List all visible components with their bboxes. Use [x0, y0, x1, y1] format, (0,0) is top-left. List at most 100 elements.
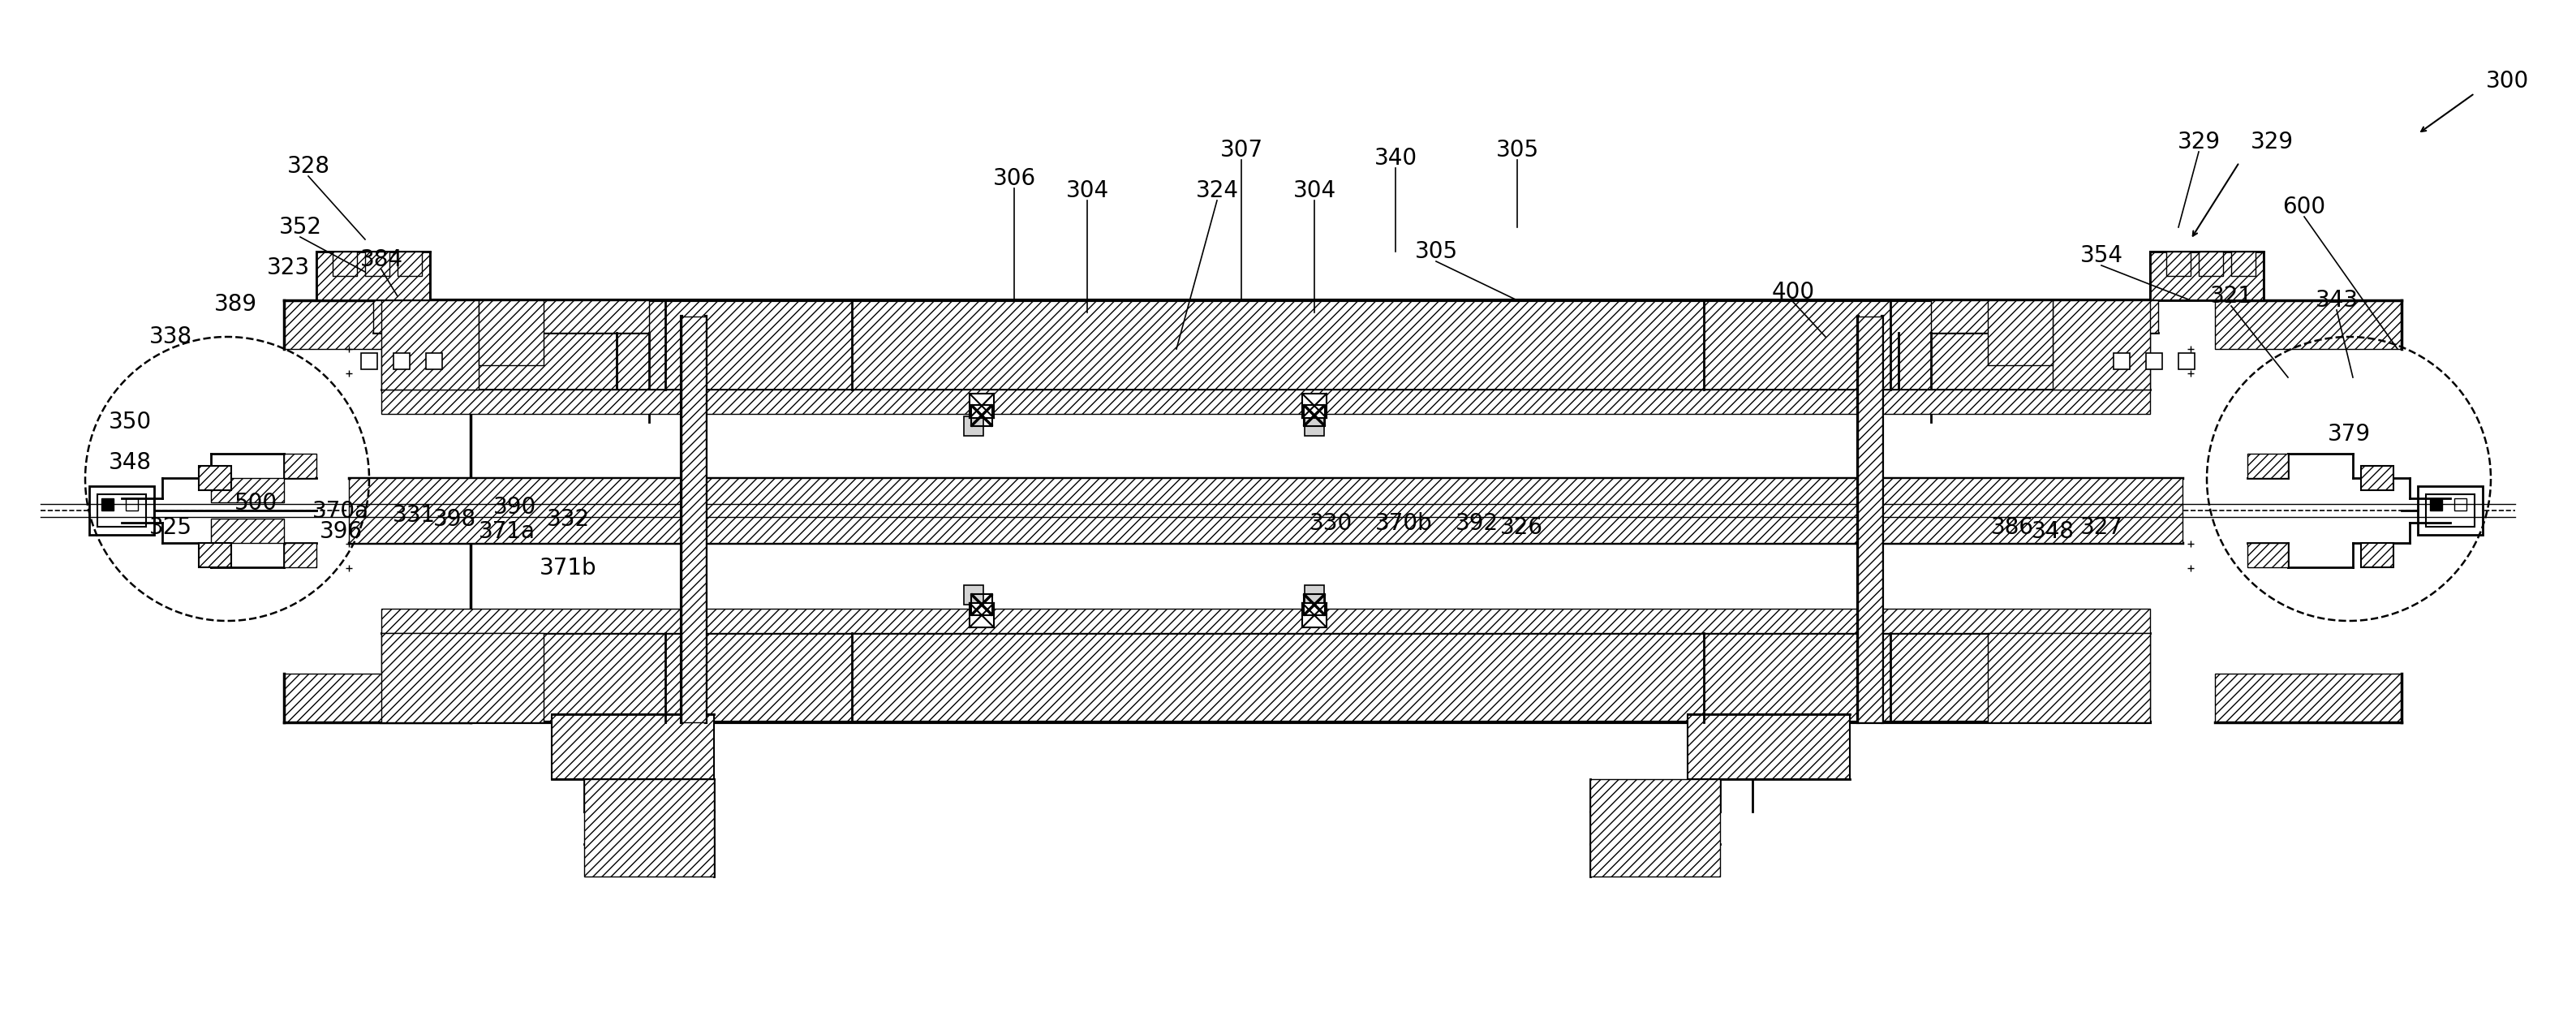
Bar — [2200, 251, 2223, 276]
Text: 325: 325 — [149, 517, 191, 539]
Bar — [2429, 498, 2442, 510]
Text: 338: 338 — [149, 326, 193, 348]
Text: 500: 500 — [234, 492, 278, 515]
Bar — [963, 585, 984, 604]
Bar — [1687, 715, 1850, 779]
Bar — [1989, 633, 2151, 722]
Bar — [332, 251, 358, 276]
Text: 306: 306 — [992, 167, 1036, 190]
Text: 321: 321 — [2210, 285, 2251, 307]
Bar — [2246, 543, 2287, 568]
Text: 379: 379 — [2326, 423, 2370, 445]
Bar — [1303, 417, 1324, 436]
Bar — [2419, 486, 2483, 535]
Text: 354: 354 — [2079, 244, 2123, 268]
Bar — [969, 394, 994, 418]
Text: 396: 396 — [319, 521, 363, 543]
Text: 348: 348 — [2032, 521, 2074, 543]
Text: 392: 392 — [1455, 513, 1499, 535]
Text: 328: 328 — [286, 155, 330, 178]
Text: 400: 400 — [1772, 281, 1814, 303]
Text: 329: 329 — [2177, 131, 2221, 153]
Text: 332: 332 — [546, 508, 590, 531]
Bar — [1303, 594, 1324, 616]
Bar — [2427, 494, 2476, 527]
Bar — [551, 715, 714, 779]
Bar — [2215, 300, 2401, 349]
Bar — [381, 633, 2151, 722]
Bar — [317, 251, 430, 300]
Text: 326: 326 — [1499, 517, 1543, 539]
Bar — [2146, 353, 2161, 370]
Bar — [971, 594, 992, 616]
Bar — [2112, 353, 2130, 370]
Bar — [1932, 300, 2159, 333]
Bar — [366, 251, 389, 276]
Bar — [348, 478, 2182, 543]
Text: 343: 343 — [2316, 289, 2357, 311]
Text: 398: 398 — [433, 508, 477, 531]
Bar — [1303, 394, 1327, 418]
Bar — [2151, 251, 2264, 300]
Bar — [211, 519, 283, 543]
Text: 390: 390 — [495, 496, 536, 519]
Bar — [1303, 585, 1324, 604]
Bar — [425, 353, 443, 370]
Bar — [198, 466, 232, 490]
Bar — [283, 453, 317, 478]
Bar — [1857, 317, 1883, 722]
Bar — [381, 300, 479, 390]
Text: 330: 330 — [1309, 513, 1352, 535]
Text: 371a: 371a — [479, 521, 536, 543]
Bar — [2231, 251, 2257, 276]
Bar — [381, 609, 2151, 633]
Bar — [374, 300, 649, 333]
Bar — [100, 498, 113, 510]
Bar — [1303, 405, 1324, 426]
Bar — [283, 674, 471, 722]
Bar — [198, 543, 232, 568]
Bar — [90, 486, 155, 535]
Bar — [2179, 353, 2195, 370]
Bar — [479, 300, 544, 366]
Bar — [361, 353, 376, 370]
Bar — [397, 251, 422, 276]
Bar — [963, 417, 984, 436]
Text: 348: 348 — [108, 451, 152, 474]
Text: 304: 304 — [1066, 180, 1108, 202]
Text: 600: 600 — [2282, 196, 2326, 218]
Text: 371b: 371b — [538, 556, 598, 580]
Bar — [98, 494, 147, 527]
Text: 329: 329 — [2251, 131, 2293, 153]
Text: 307: 307 — [1221, 139, 1262, 161]
Text: 386: 386 — [1991, 517, 2032, 539]
Bar — [394, 353, 410, 370]
Bar — [2053, 300, 2151, 390]
Bar — [585, 779, 714, 877]
Text: 324: 324 — [1195, 180, 1239, 202]
Bar — [381, 633, 544, 722]
Text: 327: 327 — [2079, 517, 2123, 539]
Bar — [381, 390, 2151, 414]
Text: 350: 350 — [108, 410, 152, 433]
Text: 370a: 370a — [312, 500, 368, 523]
Bar — [2362, 466, 2393, 490]
Bar — [283, 300, 471, 349]
Bar — [2455, 498, 2465, 510]
Text: 323: 323 — [265, 256, 309, 279]
Bar — [1303, 603, 1327, 627]
Text: 352: 352 — [278, 215, 322, 239]
Text: 331: 331 — [392, 504, 435, 527]
Bar — [381, 300, 2151, 390]
Bar — [211, 478, 283, 502]
Text: 304: 304 — [1293, 180, 1337, 202]
Text: 300: 300 — [2486, 69, 2530, 93]
Bar — [2246, 453, 2287, 478]
Text: 305: 305 — [1497, 139, 1538, 161]
Text: 389: 389 — [214, 293, 258, 315]
Bar — [1589, 779, 1721, 877]
Text: 305: 305 — [1414, 240, 1458, 263]
Bar — [2362, 543, 2393, 568]
Bar — [683, 317, 706, 722]
Text: 384: 384 — [361, 248, 402, 272]
